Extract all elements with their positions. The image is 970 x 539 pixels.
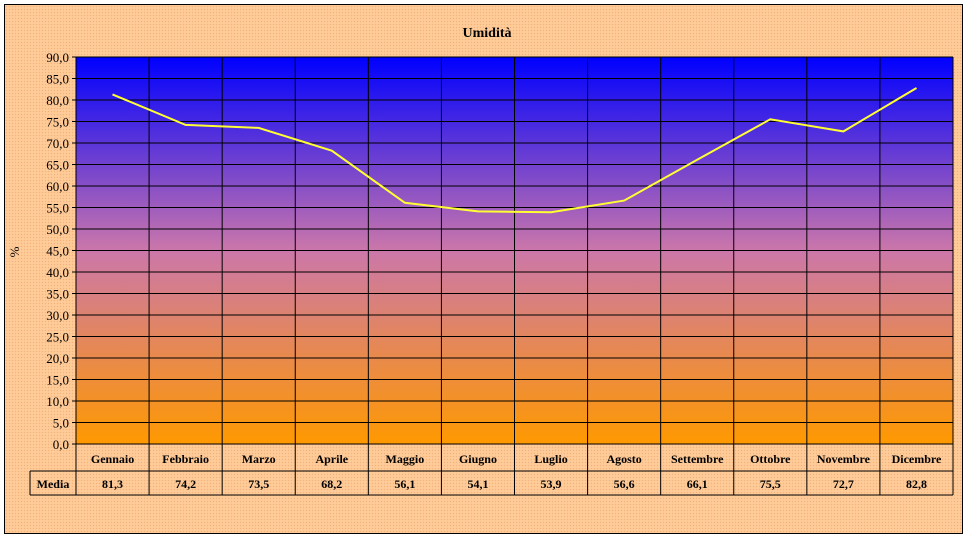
y-tick-label: 0,0: [53, 437, 69, 452]
table-series-name: Media: [37, 477, 70, 491]
umidita-chart: Umidità % 0,0 5,0 10,0 15,0 20,0 25,0 30,0 35,0…: [7, 26, 954, 496]
data-label: 56,1: [394, 477, 415, 491]
y-axis-label: %: [7, 246, 22, 257]
data-label: 54,1: [467, 477, 488, 491]
y-tick-label: 25,0: [46, 330, 69, 345]
data-label: 81,3: [102, 477, 123, 491]
data-label: 72,7: [833, 477, 854, 491]
y-tick-label: 35,0: [46, 287, 69, 302]
x-tick-label: Maggio: [386, 452, 425, 466]
y-tick-label: 50,0: [46, 222, 69, 237]
chart-title: Umidità: [463, 26, 512, 41]
y-tick-label: 20,0: [46, 351, 69, 366]
x-tick-label: Novembre: [817, 452, 871, 466]
chart-area: Umidità % 0,0 5,0 10,0 15,0 20,0 25,0 30,0 35,0…: [4, 4, 963, 534]
y-tick-label: 60,0: [46, 179, 69, 194]
x-tick-label: Ottobre: [750, 452, 791, 466]
y-tick-label: 80,0: [46, 93, 69, 108]
x-tick-label: Febbraio: [162, 452, 209, 466]
x-tick-label: Dicembre: [892, 452, 942, 466]
data-label: 68,2: [321, 477, 342, 491]
data-label: 75,5: [760, 477, 781, 491]
y-tick-label: 70,0: [46, 136, 69, 151]
x-tick-label: Giugno: [459, 452, 497, 466]
y-tick-label: 45,0: [46, 244, 69, 259]
x-tick-label: Luglio: [534, 452, 567, 466]
x-tick-label: Gennaio: [91, 452, 134, 466]
y-tick-label: 90,0: [46, 50, 69, 65]
y-tick-label: 75,0: [46, 115, 69, 130]
y-tick-label: 85,0: [46, 72, 69, 87]
data-label: 56,6: [614, 477, 635, 491]
data-label: 74,2: [175, 477, 196, 491]
series-line-media: [112, 87, 918, 214]
y-tick-label: 40,0: [46, 265, 69, 280]
data-label: 53,9: [541, 477, 562, 491]
x-tick-label: Aprile: [315, 452, 348, 466]
data-label: 73,5: [248, 477, 269, 491]
data-label: 82,8: [906, 477, 927, 491]
y-tick-label: 65,0: [46, 158, 69, 173]
y-tick-label: 30,0: [46, 308, 69, 323]
data-label: 66,1: [687, 477, 708, 491]
y-tick-label: 5,0: [53, 416, 69, 431]
y-tick-label: 55,0: [46, 201, 69, 216]
x-tick-label: Agosto: [606, 452, 641, 466]
x-tick-label: Marzo: [242, 452, 276, 466]
y-tick-label: 15,0: [46, 373, 69, 388]
x-tick-label: Settembre: [671, 452, 724, 466]
y-tick-label: 10,0: [46, 394, 69, 409]
